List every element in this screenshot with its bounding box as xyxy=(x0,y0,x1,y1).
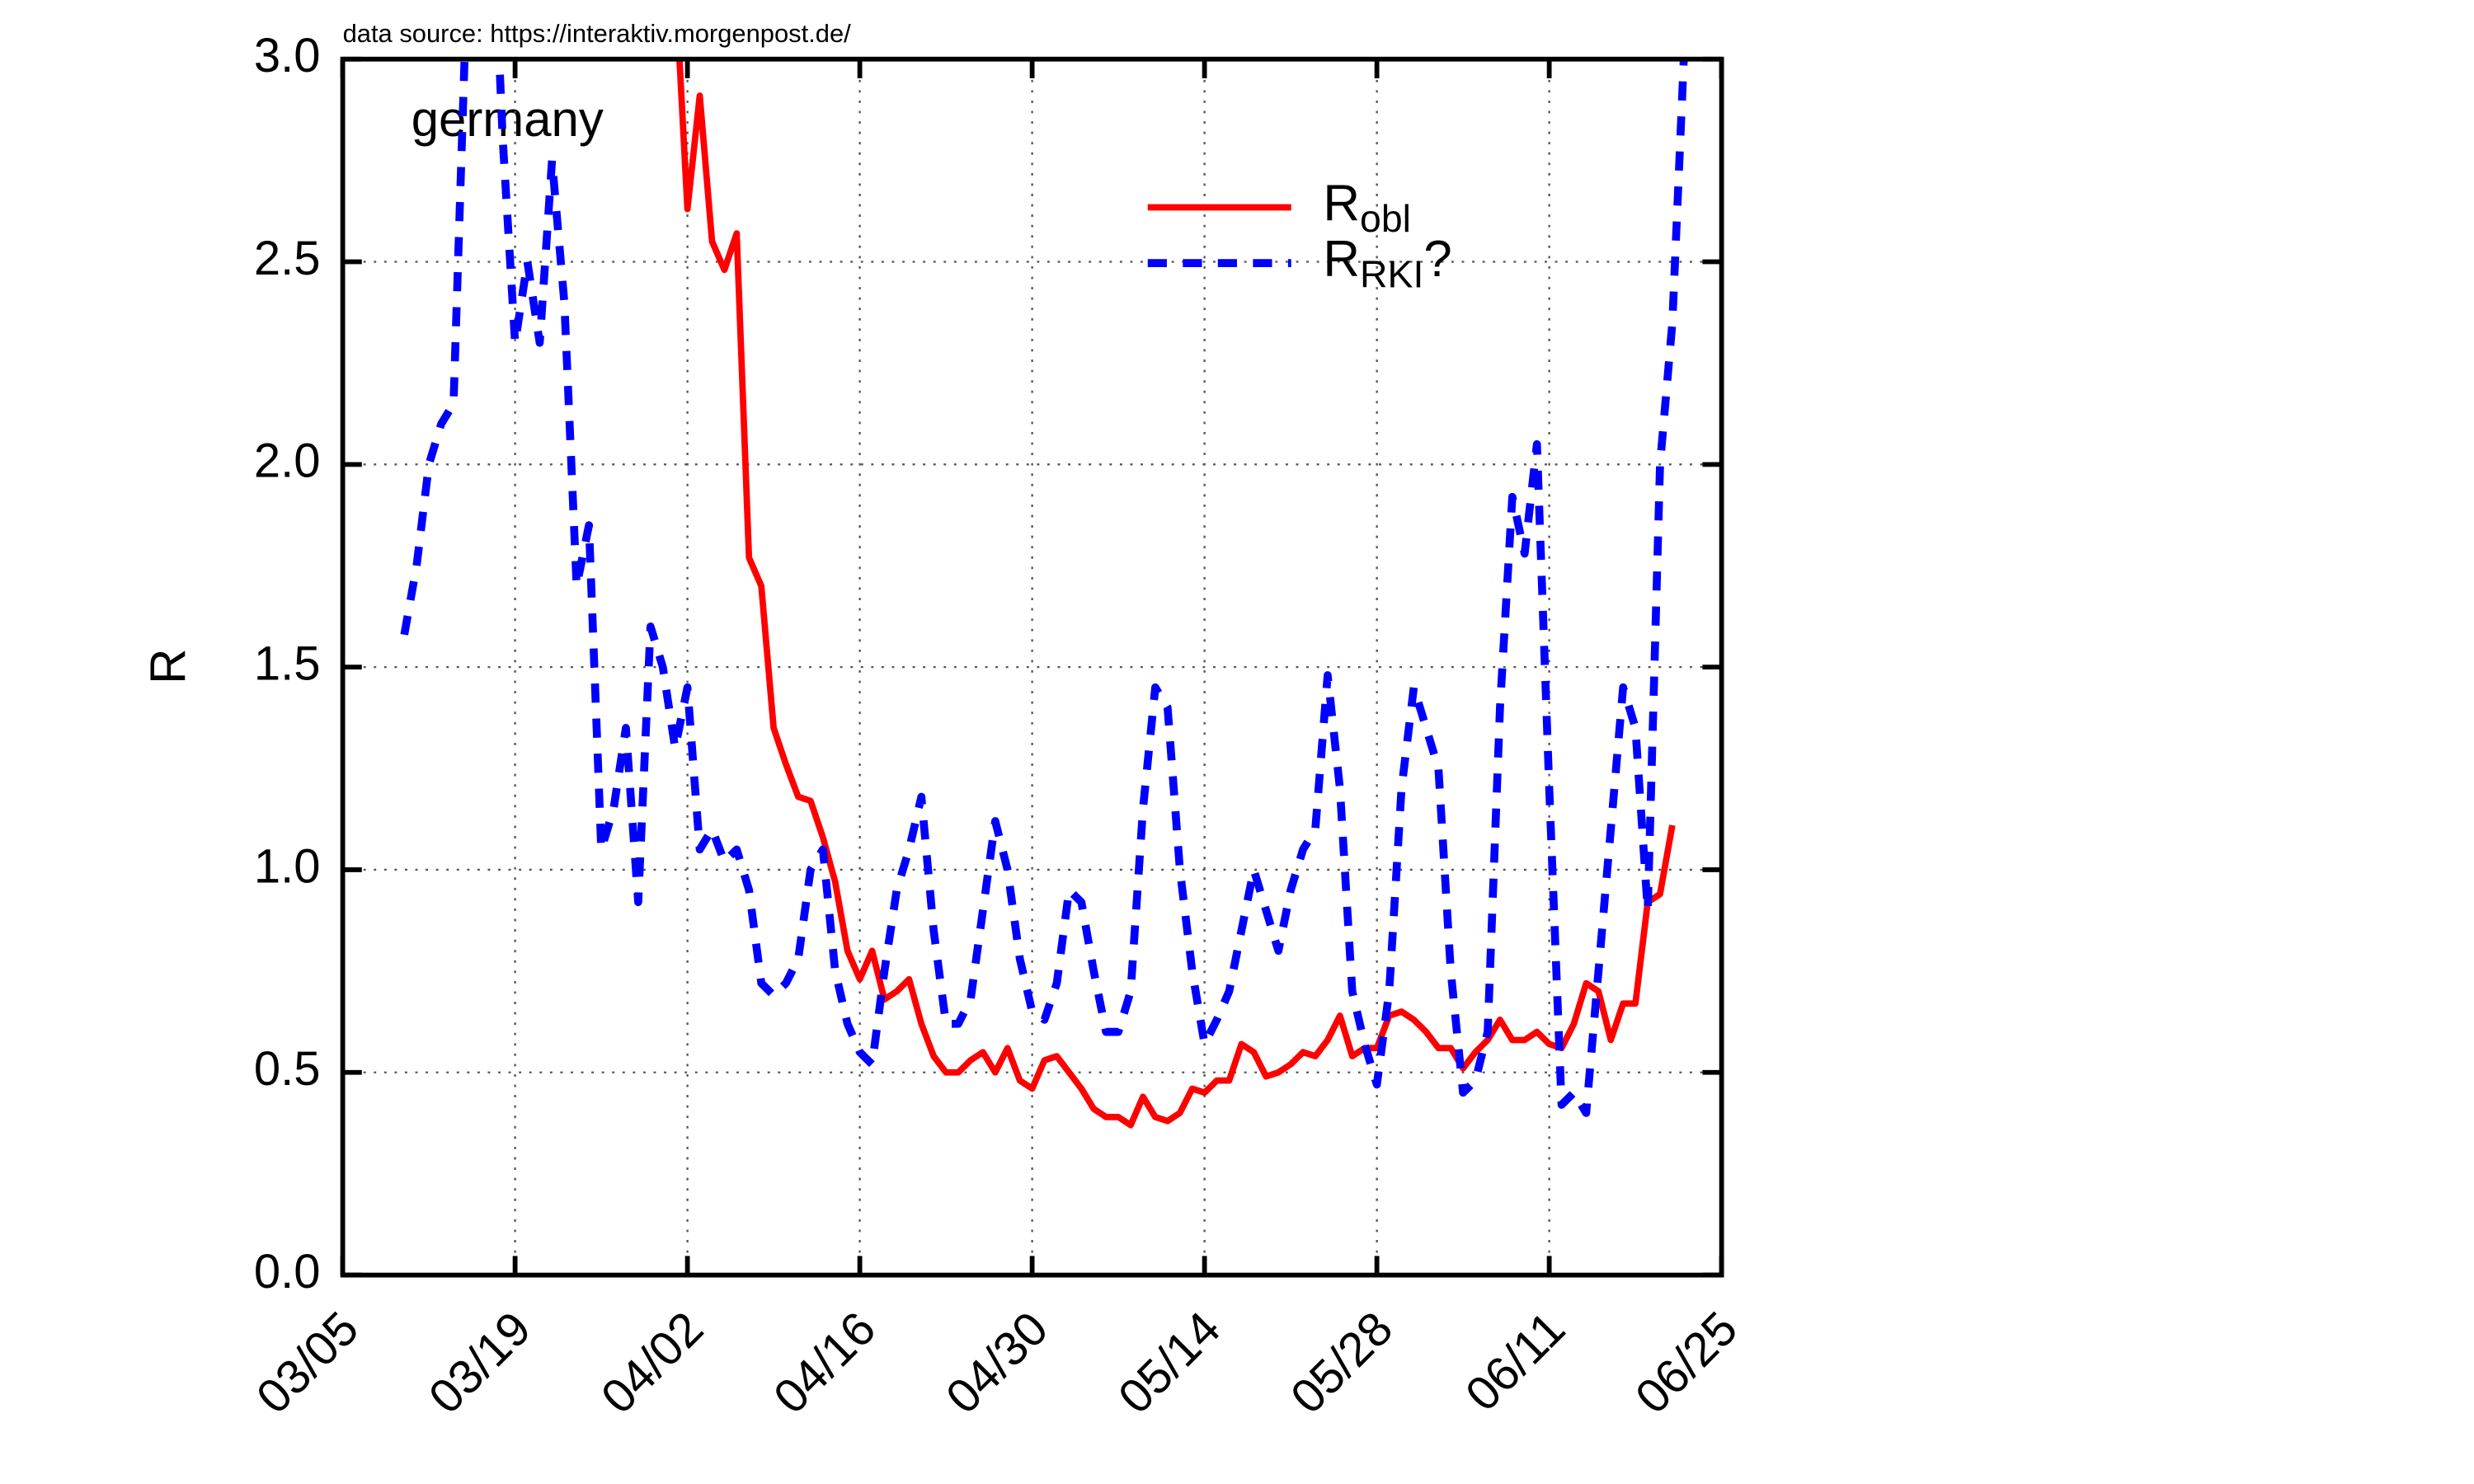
x-tick-label: 04/16 xyxy=(764,1302,886,1424)
x-tick-label: 04/02 xyxy=(591,1302,713,1424)
legend-label: Robl xyxy=(1323,176,1411,240)
x-tick-label: 06/11 xyxy=(1456,1302,1575,1421)
x-tick-label: 03/19 xyxy=(419,1302,541,1424)
legend-label: RRKI? xyxy=(1323,231,1451,295)
y-tick-label: 3.0 xyxy=(254,30,321,82)
x-tick-label: 05/28 xyxy=(1281,1302,1403,1424)
series-line xyxy=(400,59,1688,1117)
plot-area xyxy=(400,59,1688,1129)
chart-title: data source: https://interaktiv.morgenpo… xyxy=(343,19,852,48)
ticks: 0.0 0.5 1.0 1.5 2.0 2.5 3.0 03/05 03/19 04/02 04/1… xyxy=(247,30,1747,1424)
annotation: germany xyxy=(412,92,604,147)
y-tick-label: 1.5 xyxy=(254,637,321,690)
y-axis-label: R xyxy=(141,649,196,684)
x-tick-label: 06/25 xyxy=(1625,1302,1747,1424)
y-tick-label: 0.5 xyxy=(254,1043,321,1096)
x-tick-label: 05/14 xyxy=(1108,1302,1230,1424)
y-tick-label: 2.0 xyxy=(254,435,321,488)
series-line xyxy=(676,59,1676,1129)
y-tick-label: 1.0 xyxy=(254,840,321,893)
x-tick-label: 03/05 xyxy=(247,1302,369,1424)
y-tick-label: 2.5 xyxy=(254,232,321,285)
y-tick-label: 0.0 xyxy=(254,1246,321,1298)
x-tick-label: 04/30 xyxy=(936,1302,1058,1424)
